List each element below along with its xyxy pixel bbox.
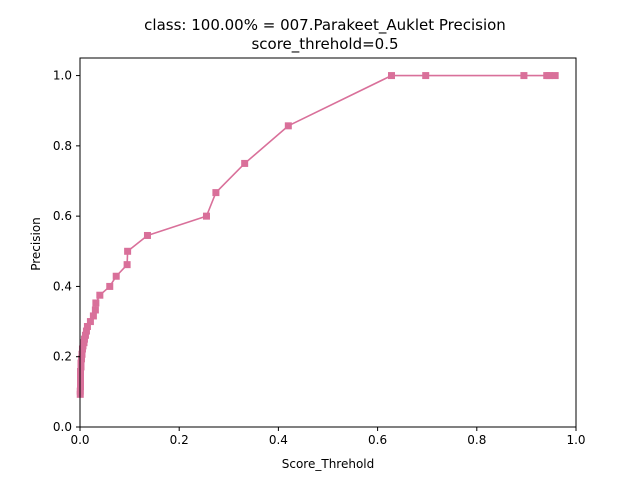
- data-point: [284, 122, 292, 130]
- plot-area: 0.0 0.2 0.4 0.6 0.8 1.0 0.0 0.2 0.4 0.6 0.8 1.0: [53, 57, 586, 447]
- chart-subtitle: score_threhold=0.5: [251, 35, 398, 54]
- y-tick-label: 0.8: [53, 139, 72, 153]
- data-point: [92, 299, 100, 307]
- x-tick-label: 0.8: [467, 433, 486, 447]
- y-tick-label: 0.0: [53, 420, 72, 434]
- chart-title: class: 100.00% = 007.Parakeet_Auklet Pre…: [144, 16, 506, 35]
- data-point: [143, 231, 151, 239]
- data-point: [86, 318, 94, 326]
- data-point: [387, 72, 395, 80]
- x-tick-label: 0.2: [170, 433, 189, 447]
- x-tick-label: 0.4: [269, 433, 288, 447]
- y-tick-label: 0.4: [53, 279, 72, 293]
- data-point: [77, 359, 85, 367]
- data-point: [96, 291, 104, 299]
- data-point: [81, 331, 89, 339]
- data-point: [551, 72, 559, 80]
- data-point: [83, 322, 91, 330]
- data-point: [543, 72, 551, 80]
- x-tick-label: 1.0: [566, 433, 585, 447]
- x-tick-label: 0.6: [368, 433, 387, 447]
- data-point: [106, 282, 114, 290]
- y-tick-label: 0.2: [53, 350, 72, 364]
- data-point: [124, 247, 132, 255]
- data-point: [123, 261, 131, 269]
- y-tick-label: 1.0: [53, 69, 72, 83]
- data-point: [78, 350, 86, 358]
- series-line-0: [79, 74, 556, 395]
- data-point: [212, 189, 220, 197]
- data-point: [202, 212, 210, 220]
- plot-frame: [79, 57, 577, 428]
- data-point: [89, 312, 97, 320]
- data-point: [80, 335, 88, 343]
- data-point: [77, 355, 85, 363]
- data-point: [422, 72, 430, 80]
- data-point: [77, 363, 85, 371]
- data-point: [112, 272, 120, 280]
- y-axis-label: Precision: [29, 217, 43, 271]
- data-point: [78, 345, 86, 353]
- data-point: [520, 72, 528, 80]
- data-point: [82, 327, 90, 335]
- data-point: [91, 306, 99, 314]
- data-point: [241, 159, 249, 167]
- x-axis-label: Score_Threhold: [282, 457, 375, 471]
- y-tick-label: 0.6: [53, 209, 72, 223]
- x-tick-label: 0.0: [70, 433, 89, 447]
